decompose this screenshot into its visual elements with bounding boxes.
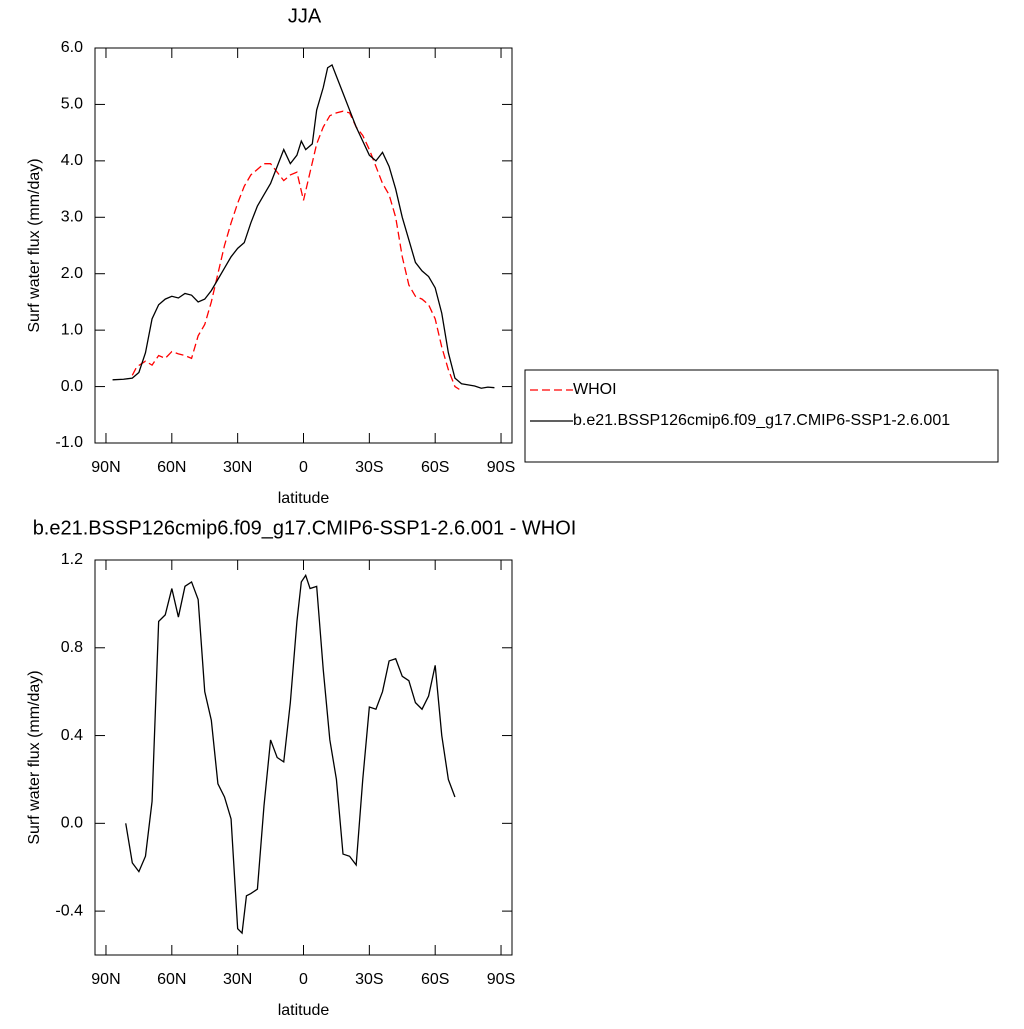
x-tick-label: 60S	[421, 971, 449, 988]
data-line	[112, 63, 495, 389]
y-tick-label: 0.4	[61, 727, 83, 744]
legend-label: WHOI	[573, 381, 617, 398]
y-tick-label: 0.8	[61, 639, 83, 656]
y-tick-label: 1.2	[61, 551, 83, 568]
x-tick-label: 60S	[421, 459, 449, 476]
y-tick-label: 3.0	[61, 209, 83, 226]
y-tick-label: 0.0	[61, 378, 83, 395]
plot-frame	[94, 559, 513, 956]
plot-frame	[94, 47, 513, 444]
legend-box	[524, 369, 999, 463]
chart-title: JJA	[288, 5, 322, 27]
x-tick-label: 30S	[355, 971, 383, 988]
y-tick-label: 2.0	[61, 265, 83, 282]
x-tick-label: 90N	[91, 971, 120, 988]
x-axis-label: latitude	[278, 490, 330, 507]
y-axis-label: Surf water flux (mm/day)	[26, 670, 43, 844]
y-tick-label: 1.0	[61, 321, 83, 338]
x-tick-label: 90S	[487, 459, 515, 476]
y-tick-label: 0.0	[61, 815, 83, 832]
y-tick-label: -1.0	[55, 434, 83, 451]
legend-label: b.e21.BSSP126cmip6.f09_g17.CMIP6-SSP1-2.…	[573, 412, 950, 429]
x-tick-label: 60N	[157, 971, 186, 988]
y-tick-label: 6.0	[61, 39, 83, 56]
x-tick-label: 30N	[223, 971, 252, 988]
x-axis-label: latitude	[278, 1002, 330, 1019]
x-tick-label: 30S	[355, 459, 383, 476]
y-axis-label: Surf water flux (mm/day)	[26, 158, 43, 332]
data-line	[131, 110, 460, 390]
y-tick-label: 4.0	[61, 152, 83, 169]
x-tick-label: 90S	[487, 971, 515, 988]
x-tick-label: 30N	[223, 459, 252, 476]
chart-title: b.e21.BSSP126cmip6.f09_g17.CMIP6-SSP1-2.…	[33, 517, 577, 539]
y-tick-label: 5.0	[61, 96, 83, 113]
x-tick-label: 0	[299, 459, 308, 476]
data-line	[125, 573, 456, 935]
x-tick-label: 90N	[91, 459, 120, 476]
y-tick-label: -0.4	[55, 902, 83, 919]
x-tick-label: 0	[299, 971, 308, 988]
x-tick-label: 60N	[157, 459, 186, 476]
